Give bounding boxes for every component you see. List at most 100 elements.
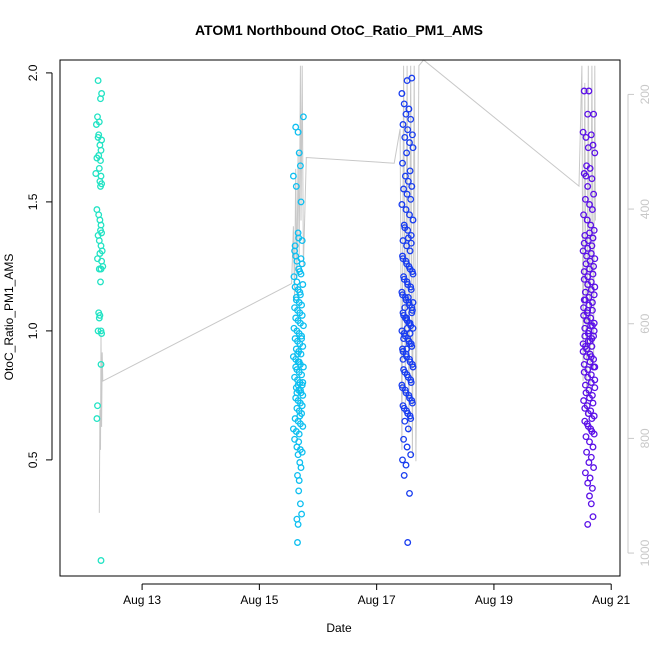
data-point bbox=[588, 415, 596, 423]
series-1 bbox=[92, 77, 107, 564]
data-point bbox=[590, 190, 598, 198]
data-point bbox=[295, 477, 303, 484]
data-point bbox=[298, 311, 306, 319]
y-tick-label: 1.0 bbox=[26, 322, 40, 339]
data-point bbox=[407, 451, 415, 459]
data-point bbox=[403, 443, 411, 451]
data-point bbox=[406, 265, 414, 273]
data-point bbox=[408, 399, 416, 407]
data-point bbox=[399, 355, 407, 363]
data-point bbox=[399, 237, 407, 245]
data-point bbox=[297, 350, 305, 358]
data-point bbox=[591, 384, 599, 392]
data-point bbox=[404, 425, 412, 433]
data-point bbox=[399, 159, 406, 167]
series-2 bbox=[289, 113, 307, 546]
data-point bbox=[581, 288, 589, 296]
points-layer bbox=[92, 74, 599, 564]
data-point bbox=[398, 90, 406, 97]
data-point bbox=[293, 389, 301, 397]
data-point bbox=[297, 270, 305, 278]
data-point bbox=[587, 500, 595, 508]
data-point bbox=[294, 128, 302, 136]
data-point bbox=[404, 281, 412, 288]
data-point bbox=[295, 430, 303, 438]
data-point bbox=[400, 471, 408, 479]
data-point bbox=[404, 410, 412, 417]
data-point bbox=[580, 296, 588, 304]
data-point bbox=[401, 304, 409, 312]
data-point bbox=[406, 211, 413, 219]
data-point bbox=[590, 291, 598, 299]
data-point bbox=[401, 133, 409, 141]
x-tick-label: Aug 15 bbox=[240, 593, 278, 607]
right-tick-label: 600 bbox=[638, 313, 650, 333]
data-point bbox=[98, 330, 106, 337]
data-point bbox=[589, 399, 597, 407]
data-point bbox=[587, 131, 595, 139]
data-point bbox=[584, 373, 592, 381]
data-point bbox=[584, 306, 592, 314]
y-tick-label: 0.5 bbox=[26, 451, 40, 468]
data-point bbox=[400, 275, 408, 283]
x-axis: Aug 13 Aug 15 Aug 17 Aug 19 Aug 21 bbox=[123, 583, 631, 607]
data-point bbox=[406, 330, 414, 337]
data-point bbox=[403, 149, 411, 157]
data-point bbox=[399, 291, 406, 299]
data-point bbox=[407, 195, 415, 203]
data-point bbox=[400, 335, 408, 343]
data-point bbox=[294, 539, 301, 546]
data-point bbox=[585, 327, 593, 335]
chart-title: ATOM1 Northbound OtoC_Ratio_PM1_AMS bbox=[195, 22, 483, 38]
data-point bbox=[298, 332, 306, 340]
data-point bbox=[408, 182, 416, 190]
data-point bbox=[97, 157, 104, 165]
data-point bbox=[296, 162, 304, 170]
data-point bbox=[400, 435, 408, 443]
data-point bbox=[94, 77, 102, 85]
data-point bbox=[299, 322, 307, 330]
data-point bbox=[402, 389, 410, 397]
data-point bbox=[580, 211, 588, 219]
data-point bbox=[298, 402, 306, 410]
data-point bbox=[404, 293, 412, 301]
data-point bbox=[404, 126, 412, 134]
data-point bbox=[403, 345, 411, 353]
y-tick-label: 1.5 bbox=[26, 193, 40, 210]
data-point bbox=[583, 448, 591, 456]
data-point bbox=[299, 113, 307, 121]
data-point bbox=[297, 255, 305, 263]
data-point bbox=[582, 260, 590, 268]
data-point bbox=[403, 260, 411, 268]
data-point bbox=[586, 265, 593, 273]
data-point bbox=[97, 557, 105, 564]
data-point bbox=[580, 368, 588, 376]
data-point bbox=[299, 281, 307, 288]
data-point bbox=[296, 500, 304, 508]
plot-frame bbox=[59, 59, 621, 577]
data-point bbox=[409, 216, 417, 224]
data-point bbox=[405, 319, 413, 327]
data-point bbox=[297, 464, 305, 472]
series-4 bbox=[579, 87, 599, 528]
data-point bbox=[298, 301, 306, 309]
data-point bbox=[586, 438, 593, 446]
data-point bbox=[587, 286, 595, 294]
data-point bbox=[296, 412, 304, 420]
data-point bbox=[582, 389, 590, 397]
data-point bbox=[295, 487, 303, 495]
data-point bbox=[401, 224, 409, 232]
data-point bbox=[584, 479, 592, 487]
data-point bbox=[409, 363, 417, 371]
data-point bbox=[401, 368, 409, 376]
data-point bbox=[588, 306, 596, 314]
data-point bbox=[582, 433, 590, 441]
data-point bbox=[404, 373, 412, 381]
data-point bbox=[581, 332, 589, 340]
data-point bbox=[583, 353, 591, 361]
data-point bbox=[585, 87, 593, 95]
right-tick-label: 1000 bbox=[638, 539, 650, 566]
data-point bbox=[295, 234, 303, 242]
